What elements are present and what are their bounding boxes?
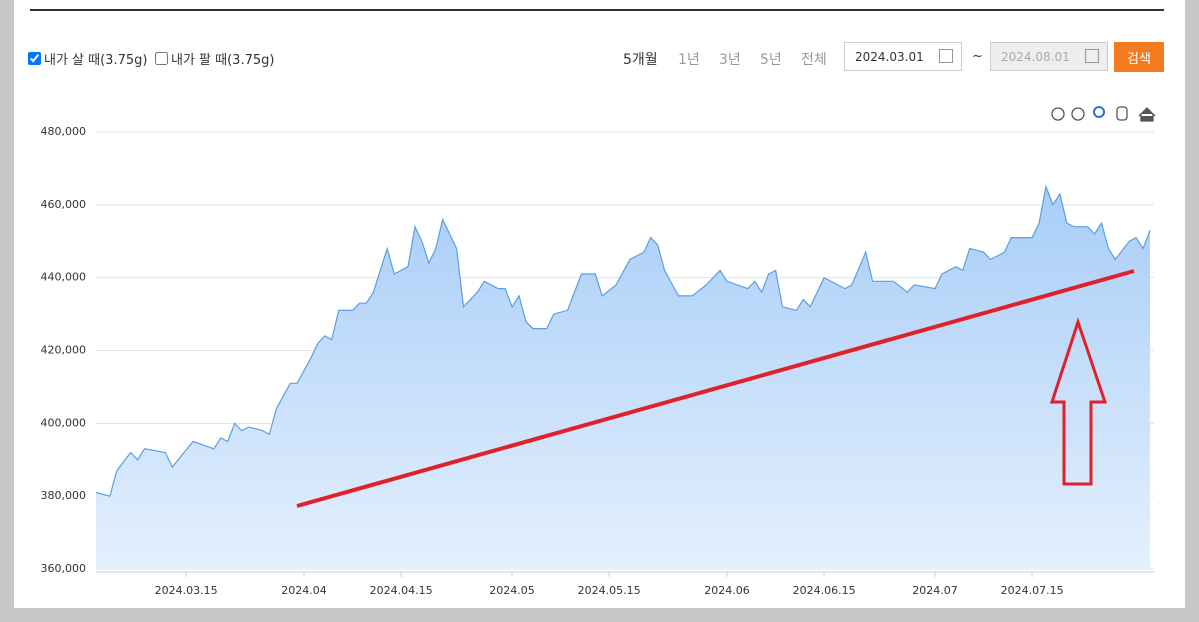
x-tick-label: 2024.06.15	[793, 584, 856, 597]
option[interactable]: 내가 팔 때(3.75g)	[155, 49, 274, 68]
y-tick-label: 400,000	[41, 416, 87, 429]
x-tick-label: 2024.07	[912, 584, 958, 597]
period-tab[interactable]: 3년	[719, 52, 741, 68]
zoom-in-icon[interactable]	[1051, 107, 1065, 121]
home-icon[interactable]	[1138, 107, 1156, 122]
arrow	[1049, 317, 1108, 486]
plot: 360,000 380,000 400,000 420,000 440,000 460,0…	[41, 125, 1154, 597]
calendar-icon	[1085, 49, 1099, 63]
pan-icon[interactable]	[1116, 106, 1128, 121]
y-tick-label: 360,000	[41, 562, 87, 575]
date-text: 2024.08.01	[1001, 50, 1070, 64]
option-label: 내가 팔 때(3.75g)	[171, 53, 275, 68]
divider	[30, 9, 1164, 11]
x-tick-label: 2024.04	[281, 584, 327, 597]
trend-line	[296, 269, 1135, 508]
date-input[interactable]: 2024.03.01	[844, 42, 962, 71]
y-tick-label: 440,000	[41, 271, 87, 284]
period-tab[interactable]: 전체	[801, 52, 827, 68]
x-tick-label: 2024.03.15	[155, 584, 218, 597]
x-tick-label: 2024.06	[704, 584, 750, 597]
option[interactable]: 내가 살 때(3.75g)	[28, 49, 147, 68]
y-tick-label: 380,000	[41, 489, 87, 502]
x-tick-label: 2024.04.15	[370, 584, 433, 597]
x-tick-label: 2024.05.15	[578, 584, 641, 597]
period-tab[interactable]: 5년	[760, 52, 782, 68]
x-tick-label: 2024.05	[489, 584, 535, 597]
x-tick-label: 2024.07.15	[1001, 584, 1064, 597]
zoom-icon[interactable]	[1093, 106, 1105, 118]
y-tick-label: 420,000	[41, 344, 87, 357]
zoom-out-icon[interactable]	[1071, 107, 1085, 121]
date-separator: ~	[972, 49, 983, 64]
period-tab[interactable]: 1년	[678, 52, 700, 68]
date-text: 2024.03.01	[855, 50, 924, 64]
calendar-icon[interactable]	[939, 49, 953, 63]
date-input: 2024.08.01	[990, 42, 1108, 71]
period-tab[interactable]: 5개월	[623, 52, 658, 68]
y-tick-label: 480,000	[41, 125, 87, 138]
line	[95, 184, 1151, 497]
y-tick-label: 460,000	[41, 198, 87, 211]
toolbar	[1051, 106, 1156, 122]
checkbox[interactable]	[28, 52, 41, 65]
checkbox[interactable]	[155, 52, 168, 65]
annotation	[296, 269, 1135, 508]
area	[96, 186, 1150, 569]
search-button[interactable]: 검색	[1114, 42, 1164, 72]
option-label: 내가 살 때(3.75g)	[44, 53, 148, 68]
